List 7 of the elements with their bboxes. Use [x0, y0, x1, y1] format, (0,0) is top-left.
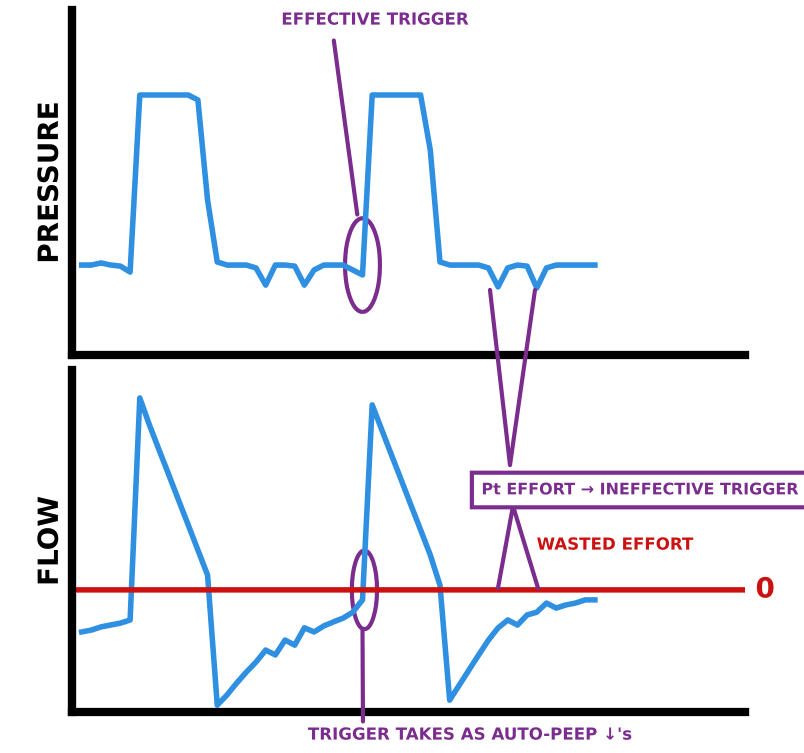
annotation: WASTED EFFORT [537, 537, 694, 550]
annotation: Pt EFFORT → INEFFECTIVE TRIGGER [482, 482, 798, 495]
y-axis-title: FLOW [37, 496, 58, 584]
text: TRIGGER TAKES AS AUTO-PEEP ↓'s [308, 727, 632, 740]
text: EFFECTIVE TRIGGER [282, 12, 468, 25]
y-axis-title: PRESSURE [37, 103, 58, 262]
ref-line-label: 0 [756, 576, 774, 598]
